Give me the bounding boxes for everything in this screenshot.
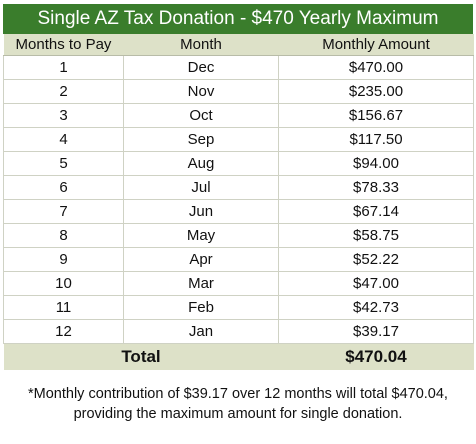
month-cell: Aug: [123, 151, 279, 176]
month-cell: Jul: [123, 175, 279, 200]
table-row: 10 Mar $47.00: [3, 271, 474, 296]
amount-cell: $52.22: [278, 247, 474, 272]
table-row: 3 Oct $156.67: [3, 103, 474, 128]
table-row: 8 May $58.75: [3, 223, 474, 248]
amount-cell: $42.73: [278, 295, 474, 320]
month-cell: Jan: [123, 319, 279, 344]
amount-cell: $47.00: [278, 271, 474, 296]
header-monthly-amount: Monthly Amount: [278, 34, 474, 56]
donation-schedule-table: Months to Pay Month Monthly Amount 1 Dec…: [3, 34, 474, 370]
amount-cell: $156.67: [278, 103, 474, 128]
table-row: 2 Nov $235.00: [3, 79, 474, 104]
footnote: *Monthly contribution of $39.17 over 12 …: [0, 384, 476, 424]
months-cell: 3: [3, 103, 124, 128]
amount-cell: $470.00: [278, 55, 474, 80]
table-title: Single AZ Tax Donation - $470 Yearly Max…: [3, 4, 473, 34]
footnote-line-2: providing the maximum amount for single …: [73, 406, 403, 422]
table-row: 9 Apr $52.22: [3, 247, 474, 272]
table-row: 1 Dec $470.00: [3, 55, 474, 80]
header-month: Month: [123, 34, 279, 56]
amount-cell: $78.33: [278, 175, 474, 200]
header-row: Months to Pay Month Monthly Amount: [3, 34, 474, 56]
month-cell: Oct: [123, 103, 279, 128]
amount-cell: $94.00: [278, 151, 474, 176]
months-cell: 2: [3, 79, 124, 104]
months-cell: 5: [3, 151, 124, 176]
total-label: Total: [3, 343, 279, 370]
table-row: 4 Sep $117.50: [3, 127, 474, 152]
month-cell: Mar: [123, 271, 279, 296]
months-cell: 9: [3, 247, 124, 272]
months-cell: 8: [3, 223, 124, 248]
table-row: 6 Jul $78.33: [3, 175, 474, 200]
amount-cell: $67.14: [278, 199, 474, 224]
table-row: 12 Jan $39.17: [3, 319, 474, 344]
months-cell: 1: [3, 55, 124, 80]
months-cell: 11: [3, 295, 124, 320]
total-value: $470.04: [278, 343, 474, 370]
footnote-line-1: *Monthly contribution of $39.17 over 12 …: [28, 386, 448, 402]
month-cell: Feb: [123, 295, 279, 320]
table-row: 11 Feb $42.73: [3, 295, 474, 320]
month-cell: Apr: [123, 247, 279, 272]
months-cell: 6: [3, 175, 124, 200]
month-cell: Jun: [123, 199, 279, 224]
month-cell: May: [123, 223, 279, 248]
month-cell: Nov: [123, 79, 279, 104]
table-row: 7 Jun $67.14: [3, 199, 474, 224]
amount-cell: $39.17: [278, 319, 474, 344]
header-months-to-pay: Months to Pay: [3, 34, 124, 56]
months-cell: 4: [3, 127, 124, 152]
amount-cell: $117.50: [278, 127, 474, 152]
months-cell: 10: [3, 271, 124, 296]
month-cell: Sep: [123, 127, 279, 152]
month-cell: Dec: [123, 55, 279, 80]
amount-cell: $58.75: [278, 223, 474, 248]
months-cell: 12: [3, 319, 124, 344]
amount-cell: $235.00: [278, 79, 474, 104]
table-row: 5 Aug $94.00: [3, 151, 474, 176]
months-cell: 7: [3, 199, 124, 224]
total-row: Total $470.04: [3, 343, 474, 370]
